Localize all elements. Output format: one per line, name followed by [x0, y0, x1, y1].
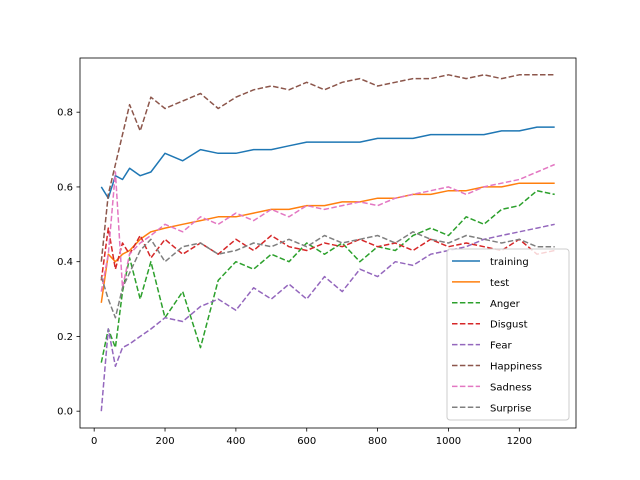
x-axis: 0 200 400 600 800 1000 1200 [91, 428, 532, 447]
legend-label: Sadness [490, 382, 532, 393]
x-tick-label: 800 [368, 436, 387, 447]
series-line-training [100, 126, 555, 199]
y-axis: 0.0 0.2 0.4 0.6 0.8 [57, 108, 80, 418]
y-tick-label: 0.0 [57, 407, 73, 418]
legend-label: training [490, 257, 529, 268]
series-line-test [100, 182, 555, 303]
legend: training test Anger Disgust Fear Happiness Sad… [446, 248, 570, 421]
series-line-fear [100, 223, 555, 412]
legend-label: Anger [490, 299, 521, 310]
y-tick-label: 0.8 [57, 108, 73, 119]
legend-label: Fear [490, 341, 512, 352]
series-line-surprise [100, 231, 555, 319]
legend-label: test [490, 278, 509, 289]
x-tick-label: 1200 [507, 436, 532, 447]
x-tick-label: 400 [226, 436, 245, 447]
series-line-happiness [100, 74, 555, 262]
y-tick-label: 0.6 [57, 182, 73, 193]
legend-label: Surprise [490, 403, 531, 414]
series-lines [100, 74, 555, 412]
x-tick-label: 1000 [436, 436, 461, 447]
x-tick-label: 0 [91, 436, 97, 447]
legend-box [446, 248, 570, 421]
legend-label: Happiness [490, 362, 542, 373]
series-line-sadness [100, 163, 555, 292]
series-line-disgust [100, 227, 555, 281]
y-tick-label: 0.4 [57, 257, 73, 268]
x-tick-label: 200 [155, 436, 174, 447]
plot-frame [79, 57, 577, 429]
y-tick-label: 0.2 [57, 332, 73, 343]
legend-label: Disgust [490, 320, 528, 331]
x-tick-label: 600 [297, 436, 316, 447]
